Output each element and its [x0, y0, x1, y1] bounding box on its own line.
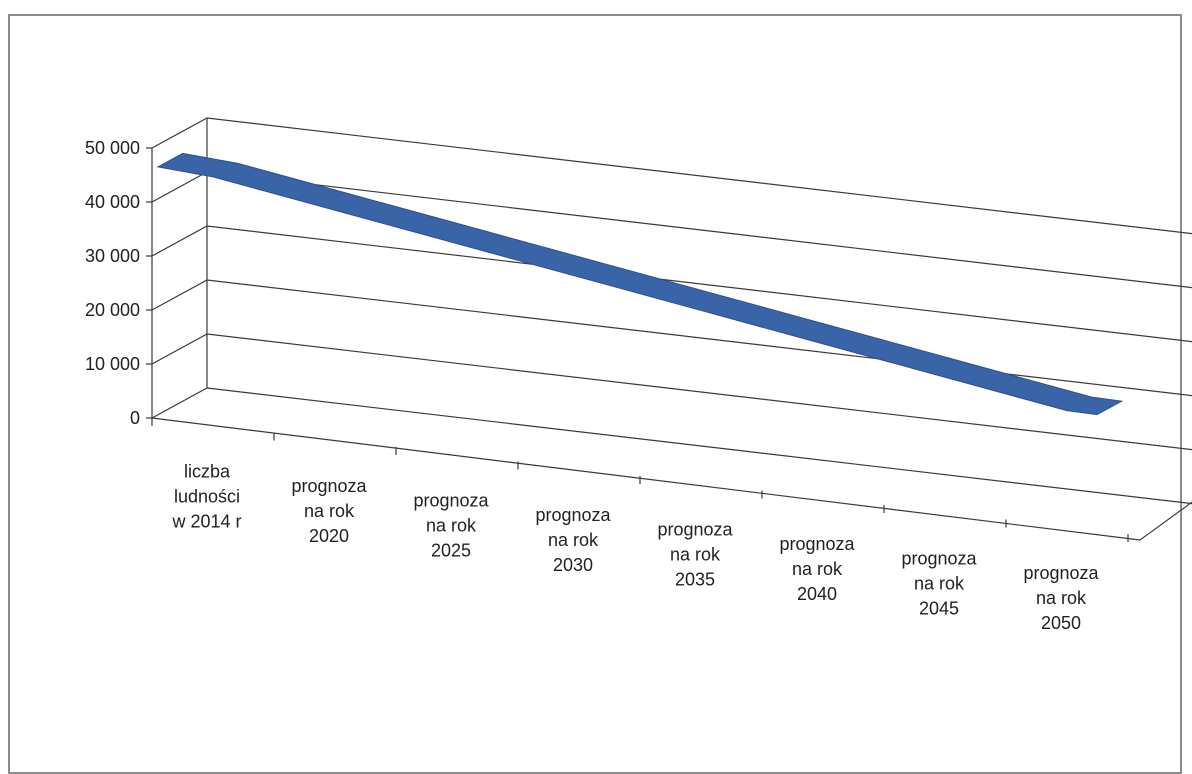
gridlines: [152, 118, 1192, 504]
series-ribbon-path: [158, 153, 1122, 414]
gridline: [152, 118, 1192, 234]
y-axis-tick-labels: 0 10 000 20 000 30 000 40 000 50 000: [85, 138, 140, 428]
y-tick-label: 30 000: [85, 246, 140, 266]
series-ribbon: [158, 153, 1122, 414]
y-tick-label: 20 000: [85, 300, 140, 320]
y-tick-label: 40 000: [85, 192, 140, 212]
y-tick-label: 50 000: [85, 138, 140, 158]
floor-right-edge: [1140, 500, 1192, 540]
y-tick-label: 10 000: [85, 354, 140, 374]
y-tick-label: 0: [130, 408, 140, 428]
